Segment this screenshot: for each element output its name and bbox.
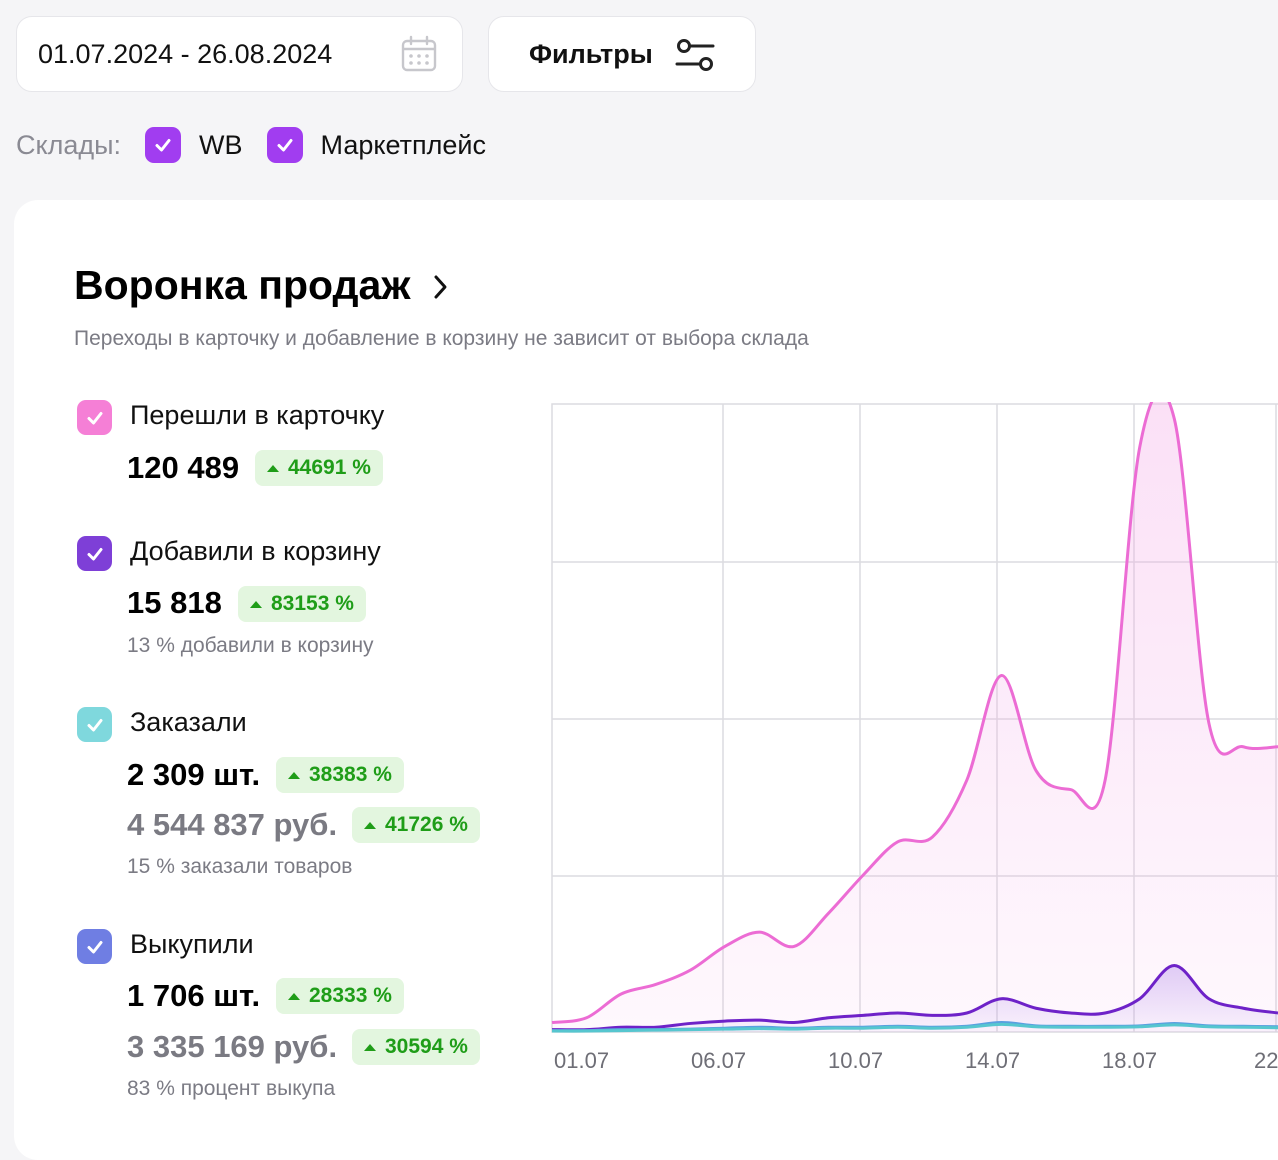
series-line (551, 1022, 1278, 1033)
arrow-up-icon (288, 771, 300, 779)
metric-buyouts-revenue-change-badge: 30594 % (352, 1029, 480, 1065)
warehouse-marketplace-label: Маркетплейс (320, 129, 486, 160)
metric-buyouts-label: Выкупили (130, 929, 254, 959)
date-range-picker[interactable]: 01.07.2024 - 26.08.2024 (16, 16, 463, 92)
warehouse-label: Склады: (16, 129, 122, 160)
x-tick-label: 22.0 (1254, 1048, 1278, 1073)
warehouse-marketplace-checkbox[interactable] (266, 127, 303, 163)
change-value: 44691 % (288, 456, 371, 479)
metric-orders-checkbox[interactable] (77, 707, 112, 742)
metric-cart-checkbox[interactable] (77, 536, 112, 571)
x-tick-label: 14.07 (965, 1048, 1020, 1073)
metric-orders-note: 15 % заказали товаров (127, 855, 353, 878)
metric-views-value: 120 489 (127, 450, 240, 485)
check-icon (277, 139, 293, 152)
metric-orders-quantity: 2 309 шт. (127, 757, 261, 792)
metric-cart-note: 13 % добавили в корзину (127, 634, 374, 657)
metric-orders-quantity-change-badge: 38383 % (276, 757, 404, 793)
warehouse-wb-checkbox[interactable] (145, 127, 182, 163)
metric-cart-value: 15 818 (127, 585, 222, 620)
metric-orders-label: Заказали (130, 707, 247, 737)
arrow-up-icon (250, 600, 262, 608)
change-value: 41726 % (385, 813, 468, 836)
warehouse-wb-label: WB (199, 129, 243, 160)
check-icon (87, 940, 102, 953)
check-icon (87, 547, 102, 560)
check-icon (155, 139, 171, 152)
series-line (551, 963, 1278, 1032)
x-tick-label: 18.07 (1102, 1048, 1157, 1073)
check-icon (87, 718, 102, 731)
funnel-chart: 01.07 06.07 10.07 14.07 18.07 22.0 (551, 402, 1278, 1073)
metric-cart-label: Добавили в корзину (130, 536, 381, 566)
metric-buyouts-quantity: 1 706 шт. (127, 978, 261, 1013)
series-line (551, 402, 1278, 1024)
arrow-up-icon (364, 1043, 376, 1051)
date-range-value: 01.07.2024 - 26.08.2024 (38, 38, 333, 69)
change-value: 30594 % (385, 1035, 468, 1058)
x-tick-label: 01.07 (554, 1048, 609, 1073)
metric-buyouts-checkbox[interactable] (77, 929, 112, 964)
metric-buyouts-quantity-change-badge: 28333 % (276, 978, 404, 1014)
metric-orders-revenue-change-badge: 41726 % (352, 807, 480, 843)
arrow-up-icon (288, 992, 300, 1000)
change-value: 38383 % (309, 763, 392, 786)
funnel-subtitle: Переходы в карточку и добавление в корзи… (74, 327, 809, 350)
x-tick-label: 06.07 (691, 1048, 746, 1073)
metric-views-label: Перешли в карточку (130, 400, 385, 430)
check-icon (87, 411, 102, 424)
change-value: 83153 % (271, 592, 354, 615)
metric-buyouts-revenue: 3 335 169 руб. (127, 1029, 338, 1064)
metric-orders-revenue: 4 544 837 руб. (127, 807, 338, 842)
metric-views-checkbox[interactable] (77, 400, 112, 435)
series-area (552, 402, 1278, 1032)
calendar-icon[interactable] (400, 35, 438, 73)
filters-button[interactable]: Фильтры (488, 16, 756, 92)
sliders-icon (675, 39, 715, 71)
filters-button-label: Фильтры (529, 38, 653, 69)
metric-buyouts-note: 83 % процент выкупа (127, 1077, 336, 1100)
page-title[interactable]: Воронка продаж (74, 262, 411, 308)
arrow-up-icon (267, 464, 279, 472)
change-value: 28333 % (309, 984, 392, 1007)
chevron-right-icon[interactable] (430, 272, 452, 302)
metric-views-change-badge: 44691 % (255, 450, 383, 486)
metric-cart-change-badge: 83153 % (238, 586, 366, 622)
warehouse-filter: Склады: WB Маркетплейс (16, 124, 510, 166)
arrow-up-icon (364, 821, 376, 829)
x-tick-label: 10.07 (828, 1048, 883, 1073)
